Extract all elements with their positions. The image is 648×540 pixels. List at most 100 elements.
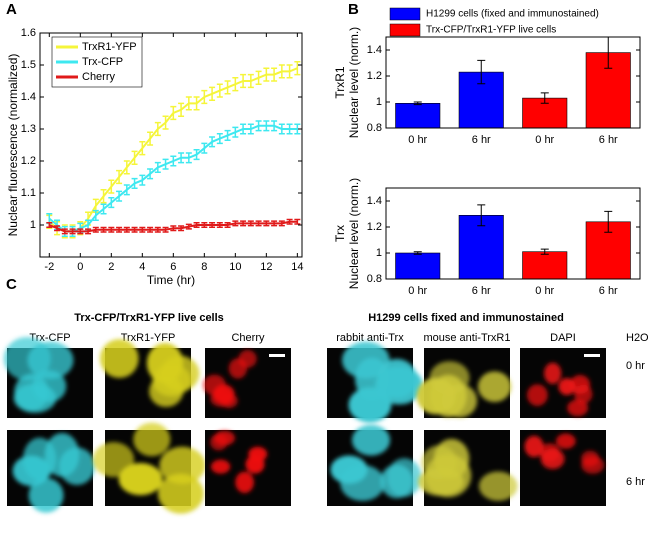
y-axis-label: TrxR1: [333, 66, 347, 99]
cells: [92, 422, 206, 514]
cells: [100, 339, 200, 408]
cells: [418, 438, 518, 501]
legend-label: Trx-CFP/TrxR1-YFP live cells: [426, 25, 556, 36]
cell: [210, 433, 228, 451]
legend-swatch: [389, 23, 421, 37]
bar: [395, 252, 441, 280]
cell: [203, 374, 226, 396]
x-tick-label: 6: [170, 261, 176, 273]
y-tick-label: 0.8: [367, 122, 382, 134]
cells: [330, 424, 422, 502]
error-bar: [477, 204, 486, 227]
cell: [544, 362, 562, 385]
micrograph: [205, 430, 291, 506]
cell: [59, 447, 95, 486]
bar: [395, 103, 441, 129]
scale-bar: [584, 354, 600, 357]
cell: [228, 358, 248, 379]
column-label: mouse anti-TrxR1: [423, 332, 510, 344]
micrograph: [520, 430, 606, 506]
x-tick-label: -2: [44, 261, 54, 273]
x-tick-label: 8: [201, 261, 207, 273]
row-label: 0 hr: [626, 360, 645, 372]
x-tick-label: 14: [291, 261, 303, 273]
scale-bar: [269, 354, 285, 357]
y-axis-label: Nuclear level (norm.): [347, 27, 361, 138]
micrograph: [203, 348, 291, 418]
x-tick-label: 6 hr: [599, 134, 618, 146]
legend-label: Trx-CFP: [82, 56, 123, 68]
y-tick-label: 1.6: [21, 27, 36, 39]
cell: [351, 424, 391, 456]
cell: [416, 377, 456, 415]
y-tick-label: 1.4: [21, 91, 36, 103]
cell: [92, 442, 135, 478]
micrograph: [327, 424, 422, 506]
cell: [245, 455, 265, 474]
bar: [522, 251, 568, 280]
plot-frame: [385, 187, 641, 280]
panel-label: A: [6, 1, 17, 18]
cell: [527, 384, 548, 406]
y-tick-label: 1.4: [367, 195, 382, 207]
plot-frame: [385, 36, 641, 129]
y-tick-label: 1.5: [21, 59, 36, 71]
y-tick-label: 1.4: [367, 44, 382, 56]
micrograph: [100, 339, 200, 418]
y-axis-label: Nuclear fluorescence (normalized): [6, 54, 20, 237]
panel-label: B: [348, 1, 359, 18]
cell: [235, 471, 254, 494]
error-bar: [540, 248, 549, 255]
group-title: Trx-CFP/TrxR1-YFP live cells: [74, 312, 224, 324]
x-tick-label: 4: [139, 261, 145, 273]
legend-swatch: [389, 7, 421, 21]
cell: [478, 471, 518, 501]
y-tick-label: 1.2: [21, 155, 36, 167]
cell: [569, 375, 591, 394]
x-tick-label: 6 hr: [599, 285, 618, 297]
cells: [527, 362, 593, 417]
cell: [342, 341, 390, 379]
plot-frame: [39, 32, 303, 258]
cell: [3, 336, 51, 381]
y-tick-label: 1: [376, 96, 382, 108]
cell: [581, 450, 600, 467]
cell: [555, 433, 576, 449]
cell: [159, 446, 206, 485]
plot-area: [46, 61, 301, 239]
cell: [146, 342, 184, 384]
legend-label: Cherry: [82, 71, 116, 83]
cell: [477, 371, 512, 402]
cell: [22, 437, 57, 481]
cell: [118, 463, 163, 496]
y-tick-label: 1.1: [21, 187, 36, 199]
error-bar: [413, 101, 422, 106]
micrograph: [7, 430, 95, 513]
cell: [375, 366, 423, 405]
y-tick-label: 0.8: [367, 273, 382, 285]
cell: [157, 473, 204, 514]
micrograph: [327, 341, 423, 423]
cells: [12, 432, 95, 513]
group-title: H1299 cells fixed and immunostained: [368, 312, 564, 324]
y-tick-label: 1.2: [367, 221, 382, 233]
micrograph: [416, 348, 512, 418]
cells: [524, 433, 605, 474]
cell: [133, 422, 171, 457]
cells: [416, 361, 512, 418]
cell: [28, 477, 64, 513]
row-label: 6 hr: [626, 476, 645, 488]
x-tick-label: 0 hr: [408, 285, 427, 297]
cell: [567, 399, 589, 417]
y-tick-label: 1.2: [367, 70, 382, 82]
x-tick-label: 6 hr: [472, 285, 491, 297]
y-tick-label: 1: [376, 247, 382, 259]
cell: [524, 435, 544, 458]
series-line: [48, 124, 298, 233]
error-bar: [477, 59, 486, 85]
x-tick-label: 12: [260, 261, 272, 273]
cell: [100, 339, 139, 379]
legend-label: TrxR1-YFP: [82, 41, 137, 53]
